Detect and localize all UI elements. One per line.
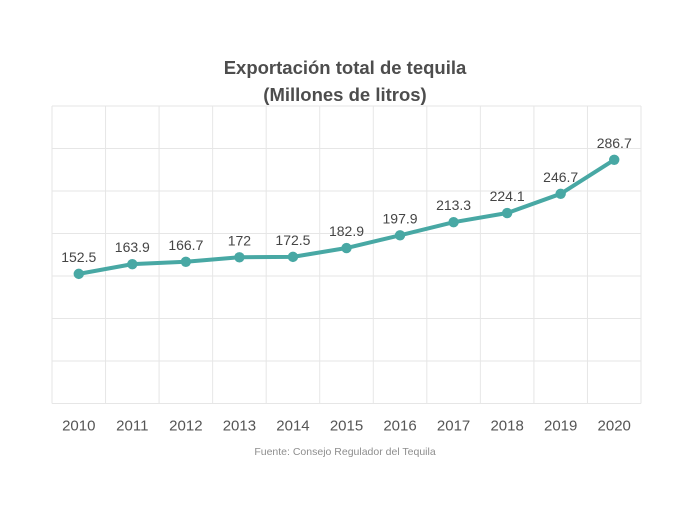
data-point-2020 [609, 154, 620, 166]
x-tick-label-2018: 2018 [490, 418, 523, 435]
data-point-2010 [73, 268, 84, 280]
data-point-2012 [180, 256, 192, 268]
value-label-2015: 182.9 [329, 223, 364, 239]
value-label-2014: 172.5 [275, 232, 310, 248]
x-tick-label-2017: 2017 [437, 418, 470, 435]
source-caption: Fuente: Consejo Regulador del Tequila [254, 446, 436, 458]
value-label-2018: 224.1 [490, 188, 525, 204]
x-tick-label-2011: 2011 [116, 418, 148, 435]
data-point-2011 [127, 258, 138, 270]
chart-title-block: Exportación total de tequila (Millones d… [0, 54, 690, 108]
data-point-2015 [341, 242, 352, 254]
value-label-2012: 166.7 [168, 237, 203, 253]
data-point-2014 [287, 251, 299, 263]
x-tick-label-2019: 2019 [544, 418, 577, 435]
chart-subtitle: (Millones de litros) [263, 84, 427, 105]
x-tick-label-2015: 2015 [330, 418, 363, 435]
value-label-2017: 213.3 [436, 197, 471, 213]
value-label-2013: 172 [228, 232, 252, 248]
value-label-2016: 197.9 [383, 210, 418, 226]
data-point-2016 [394, 230, 406, 241]
value-label-2010: 152.5 [61, 249, 96, 265]
x-tick-label-2010: 2010 [62, 418, 95, 435]
value-label-2019: 246.7 [543, 169, 578, 185]
x-tick-label-2014: 2014 [276, 418, 309, 435]
x-tick-label-2013: 2013 [223, 418, 256, 435]
data-point-2013 [234, 252, 245, 263]
x-tick-label-2016: 2016 [383, 418, 416, 435]
x-tick-label-2012: 2012 [169, 418, 202, 435]
chart-title: Exportación total de tequila [223, 57, 467, 78]
data-point-2018 [501, 207, 513, 219]
data-point-2017 [448, 216, 459, 228]
value-label-2011: 163.9 [115, 239, 150, 255]
x-tick-label-2020: 2020 [598, 418, 631, 435]
value-label-2020: 286.7 [597, 135, 632, 151]
data-point-2019 [555, 188, 566, 200]
